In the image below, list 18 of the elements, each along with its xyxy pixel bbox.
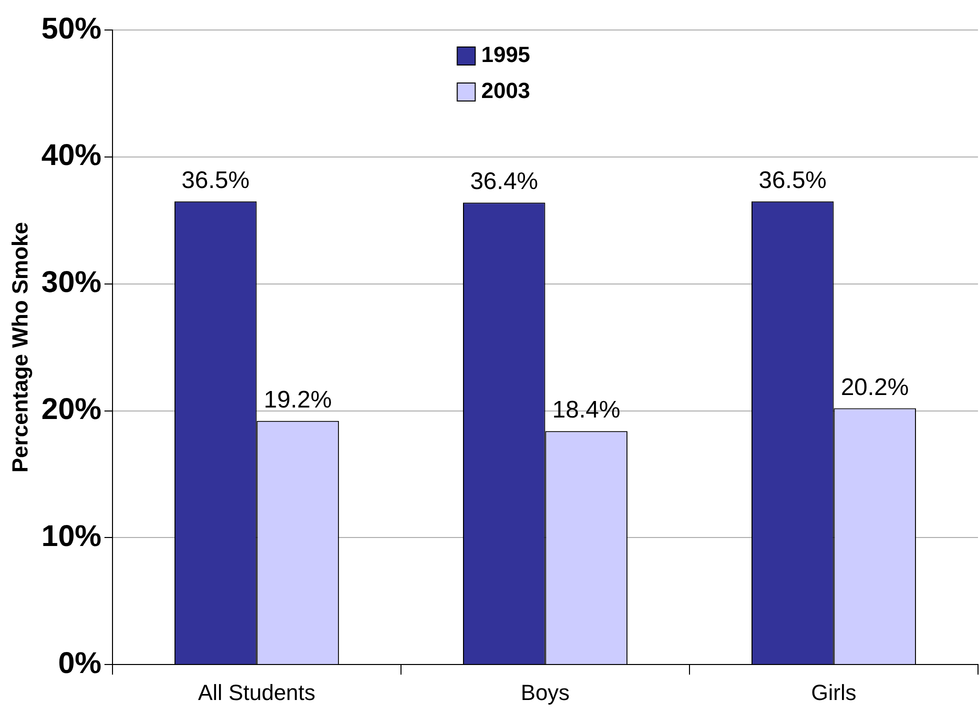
legend-label: 1995	[481, 42, 530, 68]
y-tick-label: 30%	[41, 266, 102, 300]
x-tick-label: Girls	[811, 680, 856, 705]
legend-label: 2003	[481, 78, 530, 104]
data-label: 19.2%	[264, 386, 332, 414]
data-label: 36.5%	[758, 166, 827, 194]
y-tick-label: 40%	[41, 139, 102, 172]
data-label: 36.4%	[470, 168, 538, 196]
x-tick-label: Boys	[520, 680, 570, 705]
y-tick-label: 0%	[58, 646, 102, 680]
data-label: 18.4%	[552, 396, 620, 424]
y-axis-title: Percentage Who Smoke	[7, 222, 32, 473]
data-label: 20.2%	[840, 374, 909, 401]
x-tick-label: All Students	[198, 680, 316, 705]
data-label: 36.5%	[182, 166, 250, 194]
y-tick-label: 20%	[41, 393, 102, 426]
y-tick-label: 10%	[41, 520, 102, 553]
y-tick-label: 50%	[41, 12, 102, 46]
